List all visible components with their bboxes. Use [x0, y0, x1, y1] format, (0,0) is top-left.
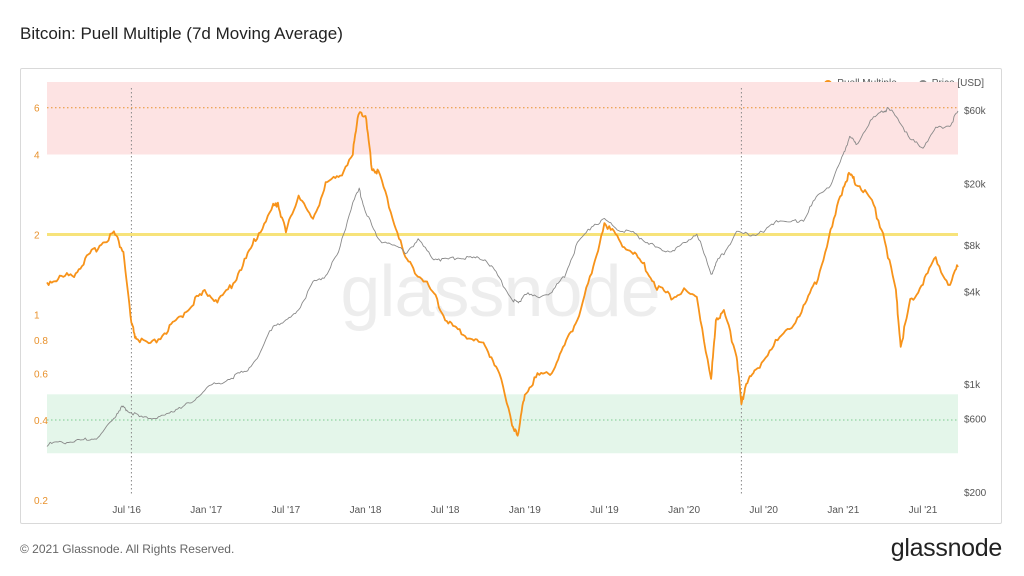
right-tick-label: $4k [964, 287, 981, 298]
x-tick-label: Jul '16 [112, 505, 141, 516]
right-tick-label: $8k [964, 241, 981, 252]
right-tick-label: $600 [964, 414, 987, 425]
x-tick-label: Jul '19 [590, 505, 619, 516]
left-tick-label: 1 [34, 310, 40, 321]
x-tick-label: Jan '18 [350, 505, 382, 516]
x-tick-label: Jan '19 [509, 505, 541, 516]
left-tick-label: 6 [34, 104, 40, 115]
x-tick-label: Jul '21 [909, 505, 938, 516]
right-tick-label: $20k [964, 180, 987, 191]
right-tick-label: $1k [964, 380, 981, 391]
band-overvalued [47, 82, 958, 155]
x-tick-label: Jul '18 [431, 505, 460, 516]
series-line-puell [46, 111, 959, 437]
x-tick-label: Jan '20 [668, 505, 700, 516]
left-tick-label: 2 [34, 230, 40, 241]
x-tick-label: Jul '20 [749, 505, 778, 516]
x-tick-label: Jul '17 [272, 505, 301, 516]
right-tick-label: $200 [964, 488, 987, 499]
right-tick-label: $60k [964, 106, 987, 117]
left-tick-label: 4 [34, 150, 40, 161]
x-tick-label: Jan '17 [190, 505, 222, 516]
series-line-price [46, 106, 959, 447]
left-tick-label: 0.4 [34, 416, 48, 427]
watermark-text: glassnode [340, 252, 659, 332]
footer-copyright: © 2021 Glassnode. All Rights Reserved. [20, 542, 235, 556]
band-undervalued [47, 394, 958, 454]
left-tick-label: 0.2 [34, 496, 48, 507]
left-tick-label: 0.8 [34, 336, 48, 347]
chart-frame [20, 68, 1002, 524]
left-tick-label: 0.6 [34, 369, 48, 380]
glassnode-logo[interactable]: glassnode [890, 534, 1003, 562]
x-tick-label: Jan '21 [827, 505, 859, 516]
chart-title: Bitcoin: Puell Multiple (7d Moving Avera… [20, 24, 343, 43]
